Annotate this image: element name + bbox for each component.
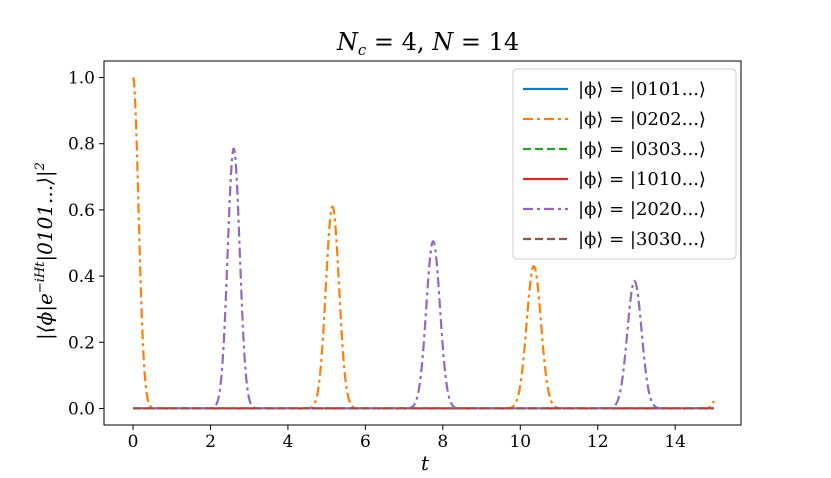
legend-label-3: |ϕ⟩ = |0303...⟩ bbox=[578, 139, 706, 160]
plot-frame bbox=[103, 60, 742, 426]
y-tick-label: 1.0 bbox=[68, 69, 95, 89]
legend-label-2: |ϕ⟩ = |0202...⟩ bbox=[578, 109, 706, 130]
series-lines bbox=[132, 77, 715, 410]
x-tick-label: 2 bbox=[205, 432, 216, 452]
y-tick-label: 0.6 bbox=[68, 201, 95, 221]
legend-label-1: |ϕ⟩ = |0101...⟩ bbox=[578, 79, 706, 100]
svg-text:Nc = 4, N = 14: Nc = 4, N = 14 bbox=[336, 28, 519, 59]
y-axis-label: |⟨ϕ|e−iHt|0101...⟩|2 bbox=[33, 162, 58, 340]
chart-title: Nc = 4, N = 14 bbox=[336, 28, 519, 59]
y-tick-label: 0.0 bbox=[68, 399, 95, 419]
legend-label-6: |ϕ⟩ = |3030...⟩ bbox=[578, 229, 706, 250]
y-tick-label: 0.2 bbox=[68, 333, 95, 353]
x-tick-label: 10 bbox=[509, 432, 531, 452]
x-tick-label: 6 bbox=[360, 432, 371, 452]
x-tick-label: 14 bbox=[664, 432, 686, 452]
legend-frame bbox=[512, 68, 737, 260]
x-axis-label: t bbox=[421, 451, 430, 475]
x-tick-label: 0 bbox=[128, 432, 139, 452]
x-tick-label: 4 bbox=[283, 432, 294, 452]
plot-area: 0 2 4 6 8 10 12 14 0.0 0.2 0.4 0.6 0.8 1.0 bbox=[68, 60, 742, 452]
y-tick-label: 0.8 bbox=[68, 135, 95, 155]
x-tick-label: 8 bbox=[437, 432, 448, 452]
svg-text:|⟨ϕ|e−iHt|0101...⟩|2: |⟨ϕ|e−iHt|0101...⟩|2 bbox=[33, 162, 58, 340]
series-line-5 bbox=[132, 147, 715, 410]
legend-label-5: |ϕ⟩ = |2020...⟩ bbox=[578, 199, 706, 220]
y-tick-label: 0.4 bbox=[68, 267, 95, 287]
legend: |ϕ⟩ = |0101...⟩ |ϕ⟩ = |0202...⟩ |ϕ⟩ = |030… bbox=[512, 68, 737, 260]
legend-label-4: |ϕ⟩ = |1010...⟩ bbox=[578, 169, 706, 190]
x-tick-label: 12 bbox=[587, 432, 609, 452]
